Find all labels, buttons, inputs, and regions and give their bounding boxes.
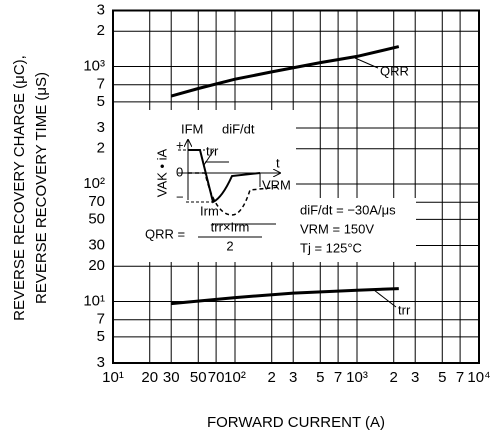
inset-label: IFM [181,121,203,136]
plot-frame [112,9,480,364]
y-tick-label: 3 [97,354,105,371]
y-tick-label: 3 [97,119,105,136]
formula: trr×Irm [211,219,250,234]
inset-waveform [178,140,280,225]
x-tick-label: 30 [163,369,180,386]
formula: QRR = [145,226,185,241]
inset-label: diF/dt [222,121,255,136]
x-tick-label: 3 [289,369,297,386]
x-tick-label: 5 [438,369,446,386]
condition: diF/dt = −30A/μs [300,202,396,217]
y-tick-label: 70 [88,193,105,210]
series-label: trr [398,302,411,317]
inset-label: trr [206,143,219,158]
line [170,45,400,98]
y-tick-label: 7 [97,311,105,328]
x-tick-label: 70 [208,369,225,386]
y-tick-label: 3 [97,1,105,18]
inset-label: Irm [200,203,219,218]
y-tick-label: 5 [97,93,105,110]
x-tick-label: 10⁴ [467,369,490,386]
y-tick-label: 10³ [83,58,105,75]
y-tick-label: 5 [97,328,105,345]
y-axis-label: REVERSE RECOVERY TIME (μS) [33,72,50,304]
x-tick-label: 50 [190,369,207,386]
x-axis-label: FORWARD CURRENT (A) [207,414,385,431]
inset-label: VAK • iA [154,148,169,197]
y-tick-label: 20 [88,257,105,274]
x-tick-label: 2 [268,369,276,386]
inset-label: t [276,155,280,170]
leader-line [354,57,379,69]
formula: 2 [226,238,233,253]
series-label: QRR [380,63,409,78]
leader-line [373,289,397,308]
x-tick-label: 3 [411,369,419,386]
x-tick-label: 7 [334,369,342,386]
inset-label: 0 [176,164,183,179]
conditions-background [296,198,416,262]
y-tick-label: 2 [97,140,105,157]
x-tick-label: 20 [141,369,158,386]
y-tick-label: 30 [88,236,105,253]
y-axis-label: REVERSE RECOVERY CHARGE (μC), [11,55,28,321]
y-tick-label: 50 [88,210,105,227]
inset-label: − [176,189,184,204]
y-tick-label: 2 [97,22,105,39]
x-tick-label: 10¹ [102,369,124,386]
y-tick-label: 10¹ [83,293,105,310]
x-tick-label: 5 [316,369,324,386]
inset-label: VRM [262,177,291,192]
condition: VRM = 150V [300,221,374,236]
line [171,287,399,306]
x-tick-label: 7 [456,369,464,386]
x-tick-label: 10² [224,369,246,386]
y-tick-label: 7 [97,76,105,93]
inset-label: + [176,137,184,152]
condition: Tj = 125°C [300,240,362,255]
x-tick-label: 10³ [346,369,368,386]
x-tick-label: 2 [390,369,398,386]
y-tick-label: 10² [83,175,105,192]
